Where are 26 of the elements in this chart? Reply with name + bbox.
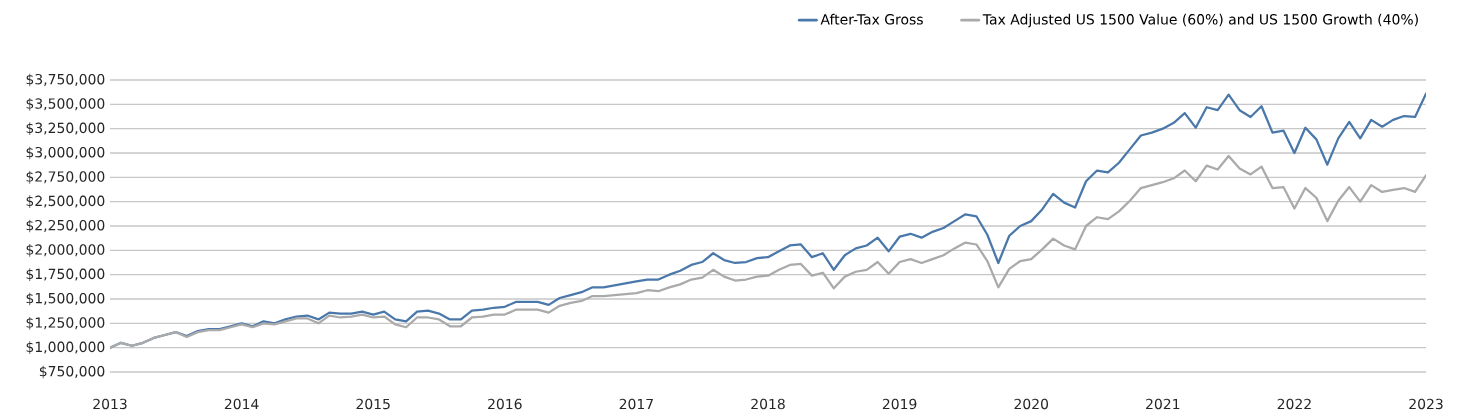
y-tick-label: $750,000 bbox=[39, 365, 105, 379]
y-tick-label: $2,500,000 bbox=[26, 195, 105, 208]
x-tick-label: 2022 bbox=[1277, 398, 1311, 410]
x-tick-label: 2020 bbox=[1014, 398, 1049, 410]
y-tick-label: $3,000,000 bbox=[26, 146, 105, 160]
x-tick-label: 2014 bbox=[224, 398, 259, 410]
x-tick-label: 2021 bbox=[1146, 398, 1180, 410]
y-tick-label: $3,500,000 bbox=[26, 98, 105, 111]
y-tick-label: $3,250,000 bbox=[26, 122, 105, 135]
x-tick-label: 2023 bbox=[1409, 398, 1443, 410]
legend-label: After-Tax Gross bbox=[820, 13, 923, 25]
x-tick-label: 2016 bbox=[488, 398, 522, 410]
x-tick-label: 2017 bbox=[619, 398, 653, 410]
y-tick-label: $2,000,000 bbox=[26, 244, 105, 257]
y-tick-label: $1,750,000 bbox=[26, 268, 105, 281]
y-tick-label: $1,500,000 bbox=[26, 292, 105, 306]
x-tick-label: 2015 bbox=[356, 398, 390, 410]
legend-label: Tax Adjusted US 1500 Value (60%) and US 1500 Growth (40%) bbox=[982, 13, 1418, 28]
y-tick-label: $1,250,000 bbox=[26, 317, 105, 330]
y-tick-label: $2,750,000 bbox=[26, 171, 105, 184]
y-tick-label: $3,750,000 bbox=[26, 73, 105, 87]
x-tick-label: 2018 bbox=[751, 398, 785, 410]
x-tick-label: 2013 bbox=[93, 398, 127, 410]
x-tick-label: 2019 bbox=[882, 398, 917, 410]
y-tick-label: $2,250,000 bbox=[26, 219, 105, 233]
y-tick-label: $1,000,000 bbox=[26, 341, 105, 354]
